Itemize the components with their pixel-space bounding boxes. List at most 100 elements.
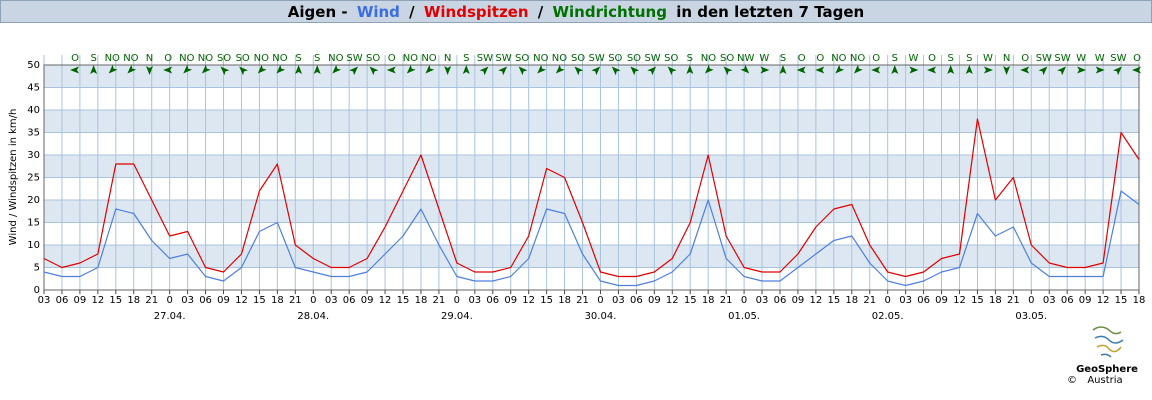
direction-label: NO — [105, 53, 120, 64]
direction-label: N — [1003, 53, 1010, 64]
x-tick-label: 06 — [343, 295, 356, 306]
direction-arrow — [647, 66, 657, 76]
direction-label: W — [1076, 53, 1086, 64]
x-tick-label: 21 — [1007, 295, 1020, 306]
direction-label: NO — [198, 53, 213, 64]
x-tick-label: 15 — [397, 295, 410, 306]
direction-arrow — [276, 64, 286, 74]
copyright: © — [1067, 375, 1077, 386]
y-tick-label: 0 — [34, 285, 40, 296]
direction-arrow — [518, 66, 528, 76]
direction-label: NO — [328, 53, 343, 64]
x-tick-label: 0 — [1028, 295, 1034, 306]
direction-arrow — [1038, 66, 1048, 76]
direction-label: O — [164, 53, 172, 64]
direction-label: N — [444, 53, 451, 64]
y-axis-label: Wind / Windspitzen in km/h — [8, 109, 19, 246]
band — [44, 132, 1139, 155]
direction-arrow — [239, 66, 248, 76]
x-tick-label: 18 — [271, 295, 284, 306]
direction-label: S — [780, 53, 786, 64]
direction-arrow — [853, 64, 863, 74]
band — [44, 200, 1139, 223]
direction-label: SO — [627, 53, 641, 64]
direction-label: NO — [254, 53, 269, 64]
direction-arrow — [667, 66, 677, 76]
logo-swirl — [1094, 335, 1124, 344]
direction-arrow — [127, 64, 137, 74]
x-tick-label: 03 — [612, 295, 625, 306]
y-tick-label: 30 — [27, 150, 40, 161]
band — [44, 110, 1139, 133]
direction-arrow — [183, 64, 193, 74]
date-label: 28.04. — [297, 311, 329, 322]
direction-arrow — [479, 66, 489, 76]
x-tick-label: 18 — [127, 295, 140, 306]
direction-arrow — [406, 64, 416, 74]
x-tick-label: 09 — [1079, 295, 1092, 306]
x-tick-label: 03 — [38, 295, 51, 306]
direction-label: NO — [552, 53, 567, 64]
direction-label: NO — [421, 53, 436, 64]
date-label: 27.04. — [154, 311, 186, 322]
x-tick-label: 0 — [597, 295, 603, 306]
logo-sub: Austria — [1087, 375, 1122, 386]
x-tick-label: 21 — [289, 295, 302, 306]
direction-label: S — [295, 53, 301, 64]
x-tick-label: 15 — [253, 295, 266, 306]
direction-arrow — [574, 66, 584, 76]
date-label: 01.05. — [728, 311, 760, 322]
direction-label: W — [759, 53, 769, 64]
x-tick-label: 21 — [576, 295, 589, 306]
x-tick-label: 06 — [630, 295, 643, 306]
x-tick-label: 15 — [109, 295, 122, 306]
direction-arrow — [871, 66, 881, 74]
y-tick-label: 40 — [27, 105, 40, 116]
x-tick-label: 03 — [899, 295, 912, 306]
x-tick-label: 12 — [379, 295, 392, 306]
x-tick-label: 06 — [917, 295, 930, 306]
y-tick-label: 20 — [27, 195, 40, 206]
band — [44, 222, 1139, 245]
band — [44, 245, 1139, 268]
direction-arrow — [425, 64, 435, 74]
direction-arrow — [796, 66, 806, 74]
direction-label: SW — [477, 53, 493, 64]
direction-label: SO — [720, 53, 734, 64]
date-label: 02.05. — [872, 311, 904, 322]
x-tick-label: 0 — [741, 295, 747, 306]
direction-label: SO — [608, 53, 622, 64]
direction-arrow — [555, 64, 565, 74]
band — [44, 177, 1139, 200]
direction-label: NO — [701, 53, 716, 64]
x-tick-label: 06 — [774, 295, 787, 306]
x-tick-label: 18 — [558, 295, 571, 306]
title-part: / — [538, 3, 544, 21]
series-line — [43, 118, 1140, 278]
x-tick-label: 18 — [702, 295, 715, 306]
x-tick-label: 09 — [648, 295, 661, 306]
direction-arrow — [1095, 66, 1105, 74]
x-tick-label: 09 — [504, 295, 517, 306]
direction-arrow — [257, 64, 267, 74]
logo-swirl — [1092, 326, 1122, 335]
direction-arrow — [386, 66, 396, 74]
date-label: 03.05. — [1015, 311, 1047, 322]
direction-label: S — [966, 53, 972, 64]
direction-label: SW — [589, 53, 605, 64]
direction-arrow — [462, 65, 470, 74]
direction-label: SW — [495, 53, 511, 64]
x-tick-label: 09 — [217, 295, 230, 306]
logo-swirl — [1096, 344, 1122, 353]
x-tick-label: 18 — [845, 295, 858, 306]
direction-label: SO — [515, 53, 529, 64]
direction-label: W — [983, 53, 993, 64]
logo: GeoSphere Austria © — [1067, 326, 1138, 386]
direction-label: SO — [664, 53, 678, 64]
chart-title: Aigen - Wind / Windspitzen / Windrichtun… — [288, 3, 864, 21]
direction-label: S — [90, 53, 96, 64]
direction-arrow — [891, 65, 899, 74]
direction-arrow — [760, 66, 770, 74]
